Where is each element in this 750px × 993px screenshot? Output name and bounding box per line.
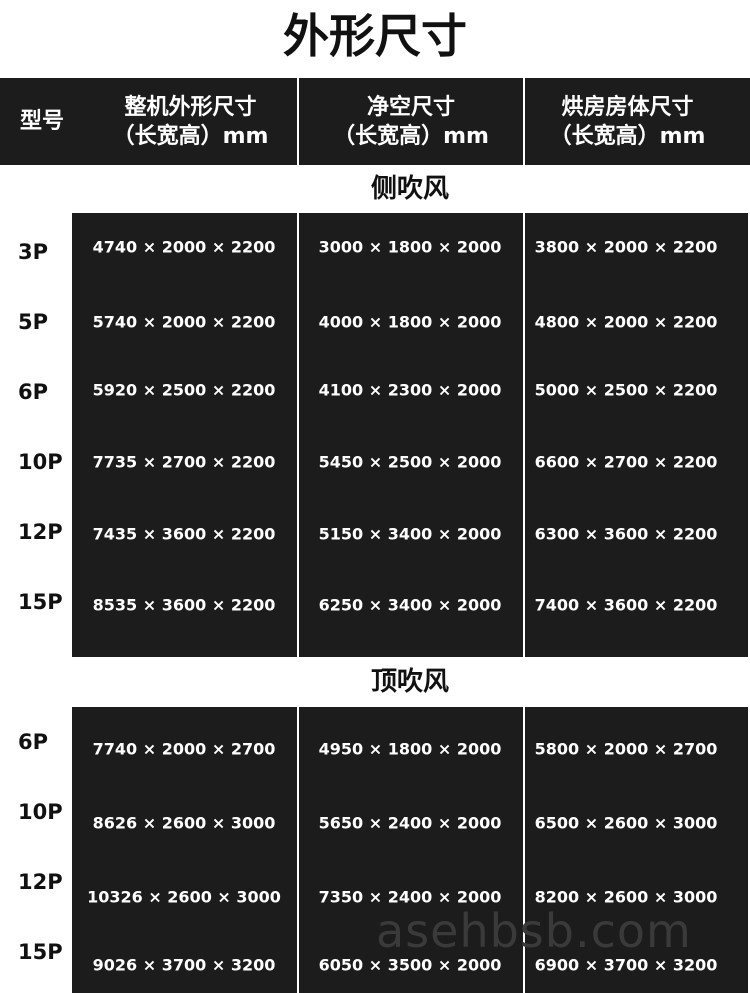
model-label: 3P bbox=[18, 240, 49, 264]
divider bbox=[297, 78, 299, 165]
model-label: 10P bbox=[18, 800, 63, 824]
dimension-cell: 4740 × 2000 × 2200 bbox=[92, 237, 276, 257]
dimension-cell: 7400 × 3600 × 2200 bbox=[534, 595, 718, 615]
dimension-cell: 4800 × 2000 × 2200 bbox=[534, 312, 718, 332]
model-label: 6P bbox=[18, 730, 49, 754]
dimension-cell: 5150 × 3400 × 2000 bbox=[318, 524, 502, 544]
header-clearance-size: 净空尺寸 （长宽高）mm bbox=[299, 78, 523, 165]
dimension-cell: 4100 × 2300 × 2000 bbox=[318, 380, 502, 400]
dimension-cell: 4950 × 1800 × 2000 bbox=[318, 739, 502, 759]
header-text: 整机外形尺寸 bbox=[124, 94, 257, 120]
dimension-cell: 4000 × 1800 × 2000 bbox=[318, 312, 502, 332]
dimension-cell: 5800 × 2000 × 2700 bbox=[534, 739, 718, 759]
section-title-side-blow: 侧吹风 bbox=[370, 174, 449, 204]
divider bbox=[297, 213, 299, 657]
header-overall-size: 整机外形尺寸 （长宽高）mm bbox=[84, 78, 297, 165]
dimension-cell: 7435 × 3600 × 2200 bbox=[92, 524, 276, 544]
model-label: 6P bbox=[18, 380, 49, 404]
model-label: 15P bbox=[18, 940, 63, 964]
dimension-cell: 5650 × 2400 × 2000 bbox=[318, 813, 502, 833]
header-unit: （长宽高）mm bbox=[112, 123, 269, 149]
divider bbox=[523, 707, 525, 993]
dimension-cell: 3800 × 2000 × 2200 bbox=[534, 237, 718, 257]
dimension-cell: 5920 × 2500 × 2200 bbox=[92, 380, 276, 400]
section-title-top-blow: 顶吹风 bbox=[370, 667, 449, 697]
dimension-cell: 7350 × 2400 × 2000 bbox=[318, 887, 502, 907]
model-label: 12P bbox=[18, 870, 63, 894]
dimension-cell: 10326 × 2600 × 3000 bbox=[87, 887, 281, 907]
header-text: 净空尺寸 bbox=[366, 94, 455, 120]
dimension-cell: 6250 × 3400 × 2000 bbox=[318, 595, 502, 615]
data-block-top-blow bbox=[72, 707, 748, 993]
dimension-cell: 5740 × 2000 × 2200 bbox=[92, 312, 276, 332]
dimension-cell: 5450 × 2500 × 2000 bbox=[318, 452, 502, 472]
header-unit: （长宽高）mm bbox=[333, 123, 489, 149]
header-text: 烘房房体尺寸 bbox=[561, 94, 694, 120]
header-model: 型号 bbox=[19, 109, 64, 134]
dimension-cell: 6600 × 2700 × 2200 bbox=[534, 452, 718, 472]
data-block-side-blow bbox=[72, 213, 748, 657]
model-label: 12P bbox=[18, 520, 63, 544]
dimension-cell: 8200 × 2600 × 3000 bbox=[534, 887, 718, 907]
dimension-cell: 9026 × 3700 × 3200 bbox=[92, 955, 276, 975]
model-label: 5P bbox=[18, 310, 49, 334]
model-label: 15P bbox=[18, 590, 63, 614]
dimension-cell: 6300 × 3600 × 2200 bbox=[534, 524, 718, 544]
dimension-cell: 6050 × 3500 × 2000 bbox=[318, 955, 502, 975]
page-title: 外形尺寸 bbox=[283, 9, 467, 63]
divider bbox=[523, 213, 525, 657]
header-room-size: 烘房房体尺寸 （长宽高）mm bbox=[525, 78, 730, 165]
dimension-cell: 8626 × 2600 × 3000 bbox=[92, 813, 276, 833]
dimension-cell: 7735 × 2700 × 2200 bbox=[92, 452, 276, 472]
divider bbox=[523, 78, 525, 165]
dimension-cell: 8535 × 3600 × 2200 bbox=[92, 595, 276, 615]
dimension-cell: 3000 × 1800 × 2000 bbox=[318, 237, 502, 257]
dimension-cell: 7740 × 2000 × 2700 bbox=[92, 739, 276, 759]
model-label: 10P bbox=[18, 450, 63, 474]
divider bbox=[297, 707, 299, 993]
dimension-cell: 5000 × 2500 × 2200 bbox=[534, 380, 718, 400]
dimension-cell: 6500 × 2600 × 3000 bbox=[534, 813, 718, 833]
header-unit: （长宽高）mm bbox=[549, 123, 706, 149]
table-header: 型号 整机外形尺寸 （长宽高）mm 净空尺寸 （长宽高）mm 烘房房体尺寸 （长… bbox=[0, 78, 750, 165]
dimension-cell: 6900 × 3700 × 3200 bbox=[534, 955, 718, 975]
